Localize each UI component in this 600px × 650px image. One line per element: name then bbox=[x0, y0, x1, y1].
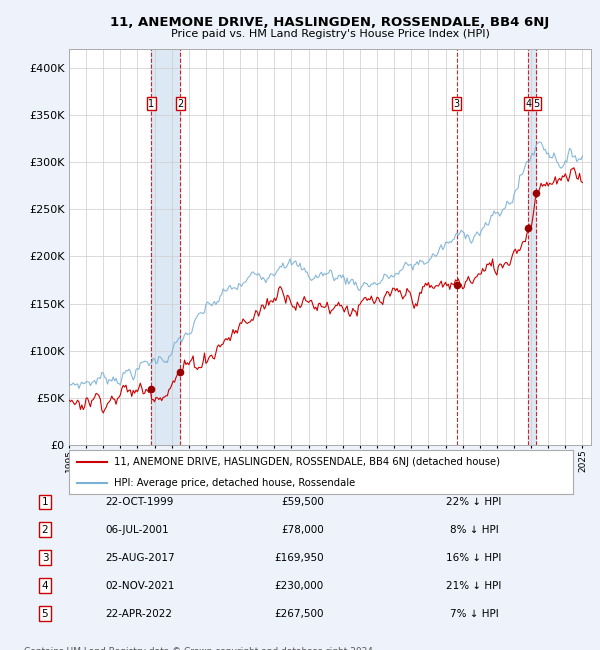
Text: £267,500: £267,500 bbox=[275, 608, 324, 619]
Text: Contains HM Land Registry data © Crown copyright and database right 2024.: Contains HM Land Registry data © Crown c… bbox=[24, 647, 376, 650]
Bar bbox=[151, 49, 181, 445]
Text: 5: 5 bbox=[533, 99, 539, 109]
Text: £169,950: £169,950 bbox=[274, 552, 324, 563]
Text: 22-APR-2022: 22-APR-2022 bbox=[105, 608, 172, 619]
Text: 2: 2 bbox=[41, 525, 49, 535]
Text: 02-NOV-2021: 02-NOV-2021 bbox=[105, 580, 175, 591]
Text: 21% ↓ HPI: 21% ↓ HPI bbox=[446, 580, 502, 591]
Text: 11, ANEMONE DRIVE, HASLINGDEN, ROSSENDALE, BB4 6NJ (detached house): 11, ANEMONE DRIVE, HASLINGDEN, ROSSENDAL… bbox=[115, 457, 500, 467]
Text: £230,000: £230,000 bbox=[275, 580, 324, 591]
Text: 5: 5 bbox=[41, 608, 49, 619]
Text: 22% ↓ HPI: 22% ↓ HPI bbox=[446, 497, 502, 507]
Text: 1: 1 bbox=[148, 99, 154, 109]
Text: 3: 3 bbox=[41, 552, 49, 563]
Text: Price paid vs. HM Land Registry's House Price Index (HPI): Price paid vs. HM Land Registry's House … bbox=[170, 29, 490, 38]
Text: 4: 4 bbox=[41, 580, 49, 591]
Text: £78,000: £78,000 bbox=[281, 525, 324, 535]
Text: 25-AUG-2017: 25-AUG-2017 bbox=[105, 552, 175, 563]
Text: 7% ↓ HPI: 7% ↓ HPI bbox=[449, 608, 499, 619]
Text: HPI: Average price, detached house, Rossendale: HPI: Average price, detached house, Ross… bbox=[115, 478, 356, 488]
Text: £59,500: £59,500 bbox=[281, 497, 324, 507]
Text: 16% ↓ HPI: 16% ↓ HPI bbox=[446, 552, 502, 563]
Text: 3: 3 bbox=[454, 99, 460, 109]
Text: 2: 2 bbox=[177, 99, 184, 109]
Bar bbox=[529, 49, 536, 445]
Text: 06-JUL-2001: 06-JUL-2001 bbox=[105, 525, 169, 535]
Text: 8% ↓ HPI: 8% ↓ HPI bbox=[449, 525, 499, 535]
Text: 4: 4 bbox=[525, 99, 532, 109]
Text: 11, ANEMONE DRIVE, HASLINGDEN, ROSSENDALE, BB4 6NJ: 11, ANEMONE DRIVE, HASLINGDEN, ROSSENDAL… bbox=[110, 16, 550, 29]
Text: 1: 1 bbox=[41, 497, 49, 507]
Text: 22-OCT-1999: 22-OCT-1999 bbox=[105, 497, 173, 507]
